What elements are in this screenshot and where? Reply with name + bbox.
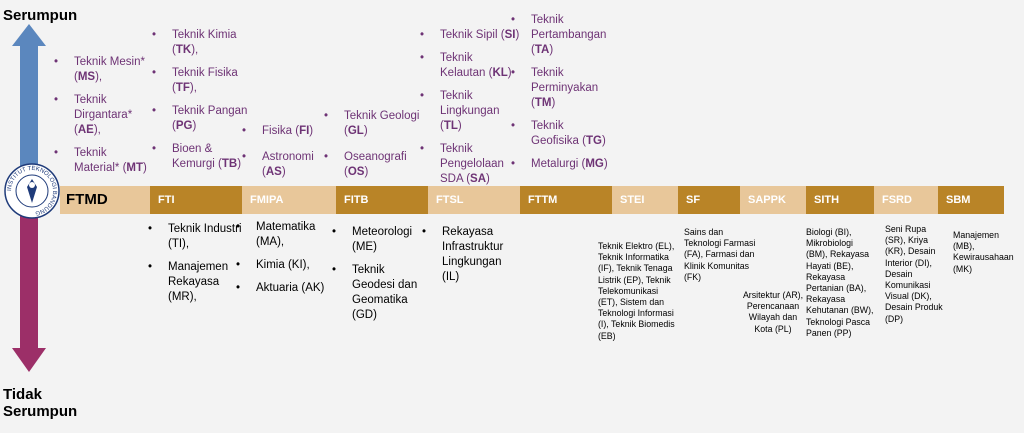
related-list-fttm: • Teknik Pertambangan (TA) • Teknik Permin… [511,13,611,180]
unrelated-list-sbm: Manajemen (MB), Kewirausahaan (MK) [953,230,1014,274]
faculty-sappk: SAPPK [740,186,806,214]
axis-top-label: Serumpun [3,7,78,24]
related-program: • Teknik Pertambangan (TA) [511,14,607,56]
unrelated-list-fsrd: Seni Rupa (SR), Kriya (KR), Desain Inter… [885,224,943,324]
faculty-fttm: FTTM [520,186,612,214]
related-program: • Teknik Geologi (GL) [324,110,420,137]
related-program: • Teknik Perminyakan (TM) [511,67,599,109]
unrelated-program: • Meteorologi (ME) [332,226,413,253]
related-list-fitb: • Teknik Geologi (GL) • Oseanografi (OS) [324,109,424,188]
related-program: • Metalurgi (MG) [511,158,608,170]
related-program: • Astronomi (AS) [242,151,314,178]
related-program: • Teknik Kimia (TK), [152,29,237,56]
unrelated-list-sf: Sains dan Teknologi Farmasi (FA), Farmas… [684,227,756,282]
arrow-down-shaft [20,214,38,349]
related-program: • Teknik Lingkungan (TL) [420,90,500,132]
faculty-fsrd: FSRD [874,186,938,214]
related-program: • Bioen & Kemurgi (TB) [152,143,242,170]
unrelated-list-sith: Biologi (BI), Mikrobiologi (BM), Rekayas… [806,227,874,338]
related-program: • Teknik Fisika (TF), [152,67,238,94]
faculty-sf: SF [678,186,740,214]
unrelated-list-fti: • Teknik Industri (TI), • Manajemen Rekaya… [148,222,242,313]
related-program: • Oseanografi (OS) [324,151,407,178]
related-program: • Fisika (FI) [242,125,314,137]
related-program: • Teknik Mesin* (MS), [54,56,145,83]
related-program: • Teknik Material* (MT) [54,147,147,174]
axis-bottom-label-line-2: Serumpun [3,403,78,420]
related-list-fti: • Teknik Kimia (TK), • Teknik Fisika (TF),… [152,28,248,180]
itb-seal-icon: INSTITUT TEKNOLOGI BANDUNG [4,163,60,219]
unrelated-list-ftsl: • Rekayasa Infrastruktur Lingkungan (IL) [422,225,518,293]
faculty-fitb: FITB [336,186,428,214]
related-program: • Teknik Sipil (SI) [420,29,520,41]
related-list-fmipa: • Fisika (FI) • Astronomi (AS) [242,124,336,188]
faculty-sbm: SBM [938,186,1004,214]
similarity-axis-arrow [12,24,46,372]
unrelated-program: • Rekayasa Infrastruktur Lingkungan (IL) [422,226,504,283]
related-program: • Teknik Pangan (PG) [152,105,248,132]
related-list-ftmd: • Teknik Mesin* (MS), • Teknik Dirgantara*… [54,55,148,184]
unrelated-program: • Kimia (KI), [236,259,310,271]
related-list-ftsl: • Teknik Sipil (SI) • Teknik Kelautan (KL)… [420,28,520,195]
related-program: • Teknik Geofisika (TG) [511,120,606,147]
unrelated-list-stei: Teknik Elektro (EL), Teknik Informatika … [598,241,675,341]
unrelated-program: • Teknik Geodesi dan Geomatika (GD) [332,264,418,321]
unrelated-list-fitb: • Meteorologi (ME) • Teknik Geodesi dan Ge… [332,225,426,331]
unrelated-program: • Matematika (MA), [236,221,316,248]
unrelated-program: • Aktuaria (AK) [236,282,325,294]
faculty-ftsl: FTSL [428,186,520,214]
related-program: • Teknik Dirgantara* (AE), [54,94,133,136]
faculty-stei: STEI [612,186,678,214]
related-program: • Teknik Kelautan (KL) [420,52,512,79]
arrow-up-shaft [20,45,38,185]
axis-bottom-label: Tidak Serumpun [3,386,77,420]
faculty-sith: SITH [806,186,874,214]
faculty-ftmd: FTMD [60,186,150,214]
axis-bottom-label-line-1: Tidak [3,386,42,403]
unrelated-list-sappk: Arsitektur (AR), Perencanaan Wilayah dan… [742,290,804,334]
arrow-up-head [12,24,46,46]
faculty-fti: FTI [150,186,242,214]
unrelated-program: • Manajemen Rekayasa (MR), [148,261,229,303]
arrow-down-head [12,348,46,372]
related-program: • Teknik Pengelolaan SDA (SA) [420,143,504,185]
faculty-fmipa: FMIPA [242,186,336,214]
unrelated-program: • Teknik Industri (TI), [148,223,242,250]
unrelated-list-fmipa: • Matematika (MA), • Kimia (KI), • Aktuaria… [236,220,334,304]
